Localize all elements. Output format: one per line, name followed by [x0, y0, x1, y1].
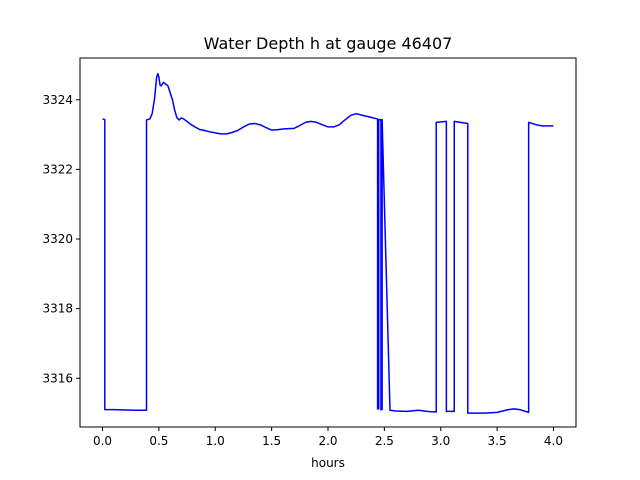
y-tick-label: 3320 — [42, 232, 73, 246]
plot-frame — [79, 57, 577, 428]
y-tick-label: 3324 — [42, 93, 73, 107]
series-line-0 — [102, 72, 554, 414]
x-tick-label: 0.5 — [149, 434, 168, 448]
x-axis-ticks: 0.0 0.5 1.0 1.5 2.0 2.5 3.0 3.5 4.0 — [93, 427, 563, 448]
x-tick-label: 4.0 — [544, 434, 563, 448]
x-tick-label: 0.0 — [93, 434, 112, 448]
chart-title: Water Depth h at gauge 46407 — [204, 34, 453, 53]
series-layer — [102, 72, 554, 414]
x-tick-label: 2.0 — [318, 434, 337, 448]
y-tick-label: 3316 — [42, 371, 73, 385]
plot-area — [80, 58, 576, 427]
x-tick-label: 3.5 — [488, 434, 507, 448]
x-tick-label: 1.5 — [262, 434, 281, 448]
x-axis-label: hours — [311, 456, 345, 470]
x-tick-label: 1.0 — [206, 434, 225, 448]
x-tick-label: 3.0 — [431, 434, 450, 448]
y-axis-ticks: 3316 3318 3320 3322 3324 — [42, 93, 80, 385]
x-tick-label: 2.5 — [375, 434, 394, 448]
y-tick-label: 3322 — [42, 162, 73, 176]
y-tick-label: 3318 — [42, 302, 73, 316]
